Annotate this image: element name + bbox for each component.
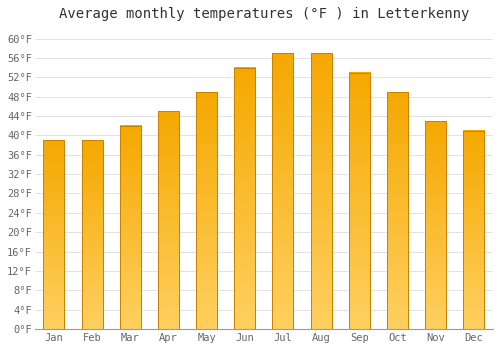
- Title: Average monthly temperatures (°F ) in Letterkenny: Average monthly temperatures (°F ) in Le…: [58, 7, 469, 21]
